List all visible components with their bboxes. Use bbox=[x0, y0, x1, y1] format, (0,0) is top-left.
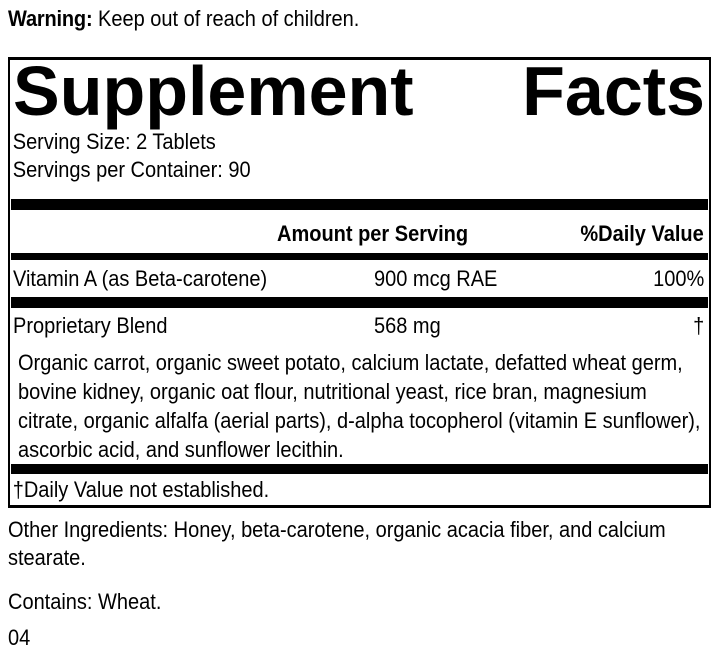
panel-title-word-2: Facts bbox=[522, 57, 705, 130]
nutrient-daily-value: 100% bbox=[652, 266, 704, 291]
warning-label: Warning: bbox=[8, 6, 93, 31]
nutrient-amount: 900 mcg RAE bbox=[374, 266, 498, 291]
serving-size-line: Serving Size: 2 Tablets bbox=[12, 129, 216, 154]
other-ingredients-line: Other Ingredients: Honey, beta-carotene,… bbox=[8, 517, 666, 570]
divider-bar-thick-top bbox=[11, 199, 708, 210]
panel-title-word-1: Supplement bbox=[13, 57, 414, 130]
contains-allergen-line: Contains: Wheat. bbox=[8, 589, 162, 614]
panel-title: Supplement Facts bbox=[10, 60, 709, 128]
nutrient-amount: 568 mg bbox=[374, 313, 441, 338]
nutrient-row-proprietary-blend: Proprietary Blend 568 mg † bbox=[10, 308, 709, 348]
servings-per-container-line: Servings per Container: 90 bbox=[12, 157, 251, 182]
warning-line: Warning: Keep out of reach of children. bbox=[8, 5, 717, 33]
daily-value-footnote: †Daily Value not established. bbox=[12, 477, 270, 502]
label-code: 04 bbox=[8, 625, 31, 650]
nutrient-name: Vitamin A (as Beta-carotene) bbox=[13, 266, 268, 291]
divider-bar-mid bbox=[11, 297, 708, 308]
nutrient-row-vitamin-a: Vitamin A (as Beta-carotene) 900 mcg RAE… bbox=[10, 260, 709, 297]
proprietary-blend-ingredients: Organic carrot, organic sweet potato, ca… bbox=[18, 350, 701, 462]
divider-bar-under-header bbox=[11, 253, 708, 260]
nutrient-name: Proprietary Blend bbox=[13, 313, 168, 338]
column-header-row: Amount per Serving %Daily Value bbox=[10, 210, 709, 253]
nutrient-daily-value: † bbox=[692, 313, 704, 338]
amount-per-serving-header: Amount per Serving bbox=[277, 221, 469, 246]
daily-value-header: %Daily Value bbox=[580, 221, 704, 246]
supplement-facts-panel: Supplement Facts Serving Size: 2 Tablets… bbox=[8, 57, 711, 508]
divider-bar-bottom bbox=[11, 464, 708, 474]
warning-text: Keep out of reach of children. bbox=[98, 6, 360, 31]
